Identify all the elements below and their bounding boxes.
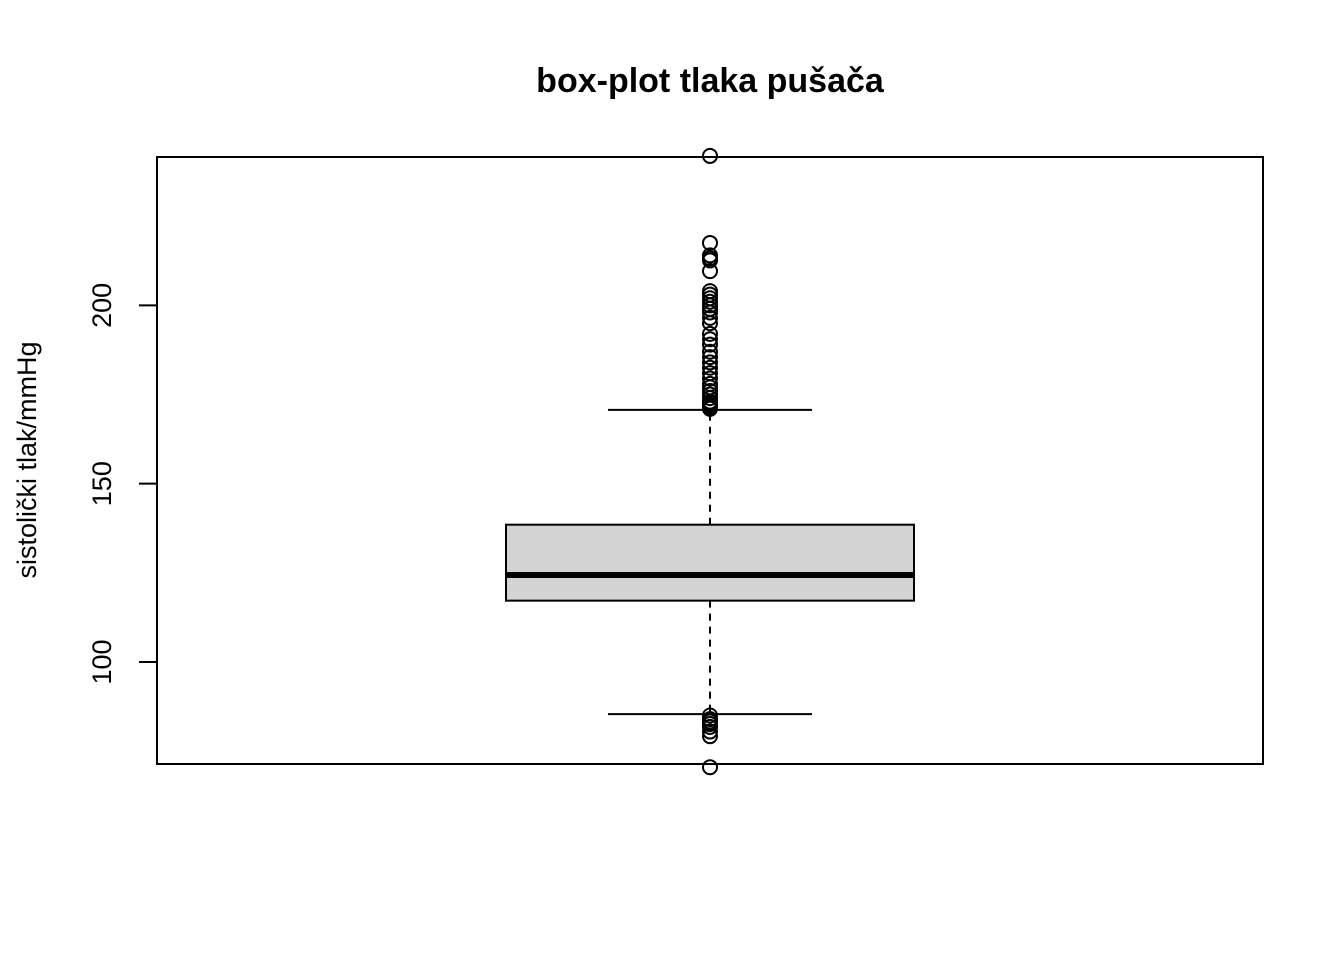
outlier-point [702, 343, 718, 360]
outliers [702, 147, 718, 776]
outlier-point [702, 728, 718, 745]
y-axis-label: sistolički tlak/mmHg [12, 341, 42, 578]
outlier-point [702, 263, 718, 280]
outlier-point [702, 309, 718, 326]
outlier-point [702, 354, 718, 371]
outlier-point [702, 304, 718, 321]
chart-title: box-plot tlaka pušača [536, 62, 885, 100]
outlier-point [702, 250, 718, 267]
outlier-point [702, 147, 718, 164]
outlier-point [702, 331, 718, 348]
outlier-point [702, 370, 718, 387]
y-axis: 100 150 200 [87, 283, 158, 685]
iqr-box [505, 523, 915, 602]
y-tick-label-150: 150 [87, 461, 117, 506]
outlier-point [702, 400, 718, 417]
outlier-point [702, 723, 718, 740]
outlier-point [702, 325, 718, 342]
outlier-point [702, 359, 718, 376]
y-tick-label-100: 100 [87, 639, 117, 684]
y-tick-label-200: 200 [87, 283, 117, 328]
outlier-point [702, 315, 718, 332]
outlier-point [702, 349, 718, 366]
box-group [505, 408, 915, 716]
outlier-point [702, 718, 718, 735]
outlier-point [702, 336, 718, 353]
outlier-point [702, 759, 718, 776]
outlier-point [702, 234, 718, 251]
